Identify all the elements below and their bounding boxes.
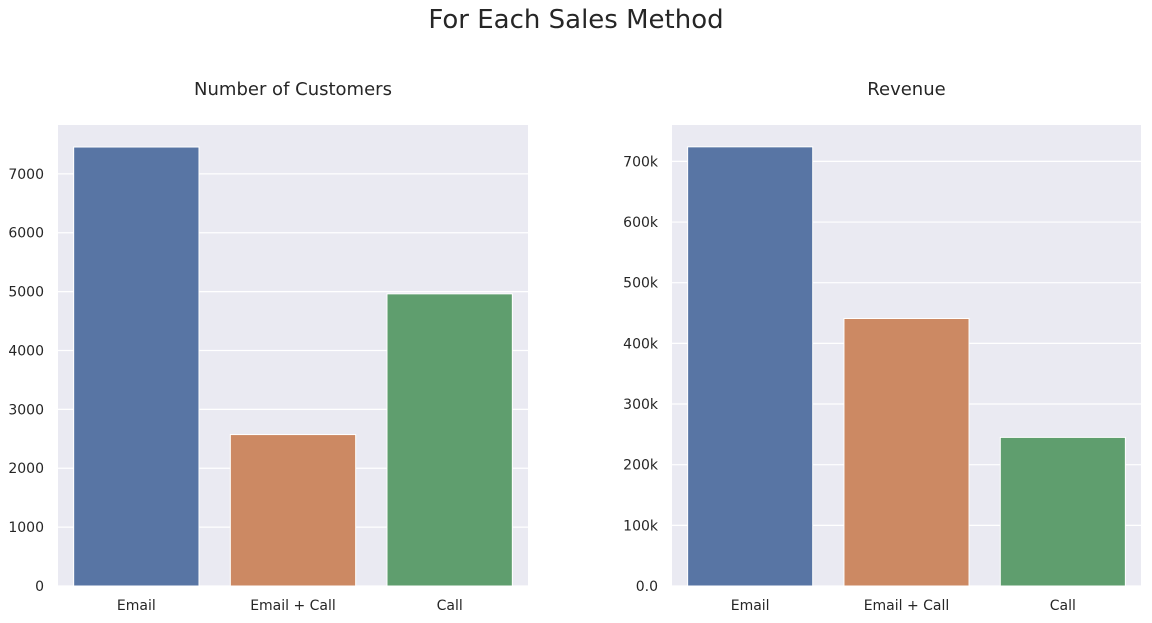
- x-tick-label: Email + Call: [864, 598, 950, 614]
- bar-email-call: [229, 434, 357, 587]
- figure-title: For Each Sales Method: [428, 5, 724, 35]
- x-tick-label: Email + Call: [250, 598, 336, 614]
- y-tick-label: 5000: [8, 285, 44, 301]
- x-tick-label: Email: [117, 598, 156, 614]
- y-tick-label: 500k: [623, 276, 659, 292]
- y-tick-label: 7000: [8, 167, 44, 183]
- y-tick-label: 700k: [623, 154, 659, 170]
- y-tick-label: 0: [35, 579, 44, 595]
- subplot-title: Revenue: [867, 79, 945, 100]
- bar-email-call: [843, 317, 970, 587]
- x-tick-label: Email: [731, 598, 770, 614]
- bar-call: [386, 293, 513, 587]
- y-tick-label: 200k: [623, 458, 659, 474]
- y-tick-label: 300k: [623, 397, 659, 413]
- y-tick-label: 0.0: [636, 579, 658, 595]
- bar-call: [999, 436, 1126, 587]
- y-tick-label: 6000: [8, 226, 44, 242]
- y-tick-label: 3000: [8, 402, 44, 418]
- x-tick-label: Call: [1050, 598, 1076, 614]
- bar-email: [687, 146, 814, 587]
- y-tick-label: 100k: [623, 518, 659, 534]
- x-tick-label: Call: [437, 598, 463, 614]
- subplot-title: Number of Customers: [194, 79, 392, 100]
- y-tick-label: 2000: [8, 461, 44, 477]
- bar-email: [73, 146, 200, 587]
- y-tick-label: 1000: [8, 520, 44, 536]
- chart-customers: 0 1000 2000 3000 4000 5000 6000 7000 Email Email …: [8, 79, 528, 614]
- y-tick-label: 4000: [8, 343, 44, 359]
- y-tick-label: 400k: [623, 336, 659, 352]
- chart-revenue: 0.0 100k 200k 300k 400k 500k 600k 700k Email Emai…: [623, 79, 1141, 614]
- y-tick-label: 600k: [623, 215, 659, 231]
